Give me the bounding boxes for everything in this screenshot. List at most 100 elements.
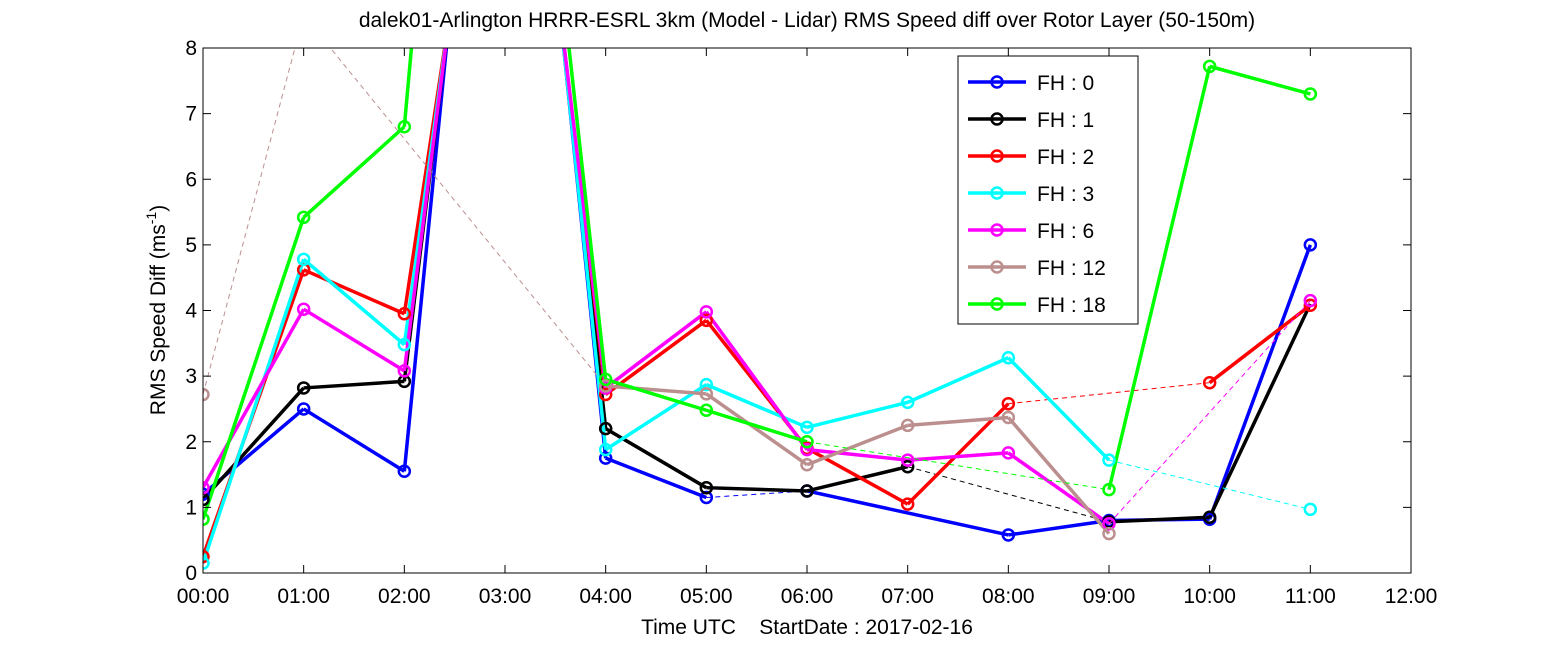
legend-marker-fh-18 (990, 297, 1004, 311)
legend-label-fh-2: FH : 2 (1037, 146, 1094, 169)
series-fh-6-line-segment (806, 447, 908, 462)
x-tick-label: 03:00 (479, 585, 532, 608)
series-fh-0-line-segment (605, 456, 707, 500)
series-fh-0-point (598, 451, 613, 465)
series-fh-1-line-segment (203, 386, 305, 501)
series-fh-18-line-segment (402, 48, 414, 127)
series-fh-12-line-segment (1007, 416, 1111, 535)
series-fh-1-line-segment (1208, 303, 1312, 518)
x-tick-label: 12:00 (1385, 585, 1438, 608)
series-fh-3-point (1001, 351, 1016, 365)
series-fh-1-point (203, 492, 210, 507)
y-tick-label: 6 (185, 168, 197, 191)
y-tick-label: 0 (185, 562, 197, 585)
series-fh-1-point (598, 421, 613, 436)
series-fh-3-point (1102, 453, 1116, 467)
series-fh-3-point (699, 377, 714, 392)
series-fh-3-point (203, 556, 210, 570)
y-tick-label: 8 (185, 37, 197, 60)
legend-marker-fh-0 (990, 75, 1004, 89)
series-fh-1-line-segment (806, 464, 909, 493)
series-fh-12-point (1102, 526, 1116, 541)
series-fh-0-line-segment (302, 407, 406, 473)
series-fh-0-line-segment (402, 48, 449, 472)
series-fh-2-point (900, 497, 915, 511)
series-fh-6-line-segment (402, 48, 448, 372)
plot-area (203, 48, 1411, 573)
series-fh-18-point (397, 120, 412, 134)
legend: FH : 0 FH : 1 FH : 2 FH : 3 FH : 6 FH : 12 FH … (957, 55, 1139, 325)
series-fh-0-line-segment (806, 489, 1009, 537)
series-fh-12-gap-segment (329, 48, 607, 387)
legend-marker-fh-3 (990, 186, 1004, 200)
series-fh-12-line-segment (907, 415, 1009, 428)
y-tick-label: 4 (185, 300, 197, 323)
series-fh-6-point (296, 302, 311, 316)
series-fh-2-point (397, 307, 412, 321)
series-fh-6-line-segment (203, 308, 306, 489)
series-fh-18-line-segment (605, 377, 707, 412)
x-tick-label: 04:00 (579, 585, 632, 608)
y-tick-label: 5 (185, 234, 197, 257)
series-fh-18-point (203, 512, 210, 526)
series-fh-0-line-segment (1008, 518, 1110, 537)
series-fh-6-line-segment (907, 451, 1009, 462)
series-fh-2-line-segment (1208, 303, 1312, 385)
chart-title: dalek01-Arlington HRRR-ESRL 3km (Model -… (359, 9, 1255, 32)
legend-marker-fh-12 (990, 260, 1004, 274)
y-tick-label: 2 (185, 431, 197, 454)
series-fh-2-point (203, 549, 210, 564)
series-fh-2-line-segment (604, 318, 708, 396)
series-fh-18-point (800, 435, 814, 449)
legend-marker-fh-6 (990, 223, 1004, 237)
series-fh-3-point (598, 442, 613, 457)
series-fh-18-point (1303, 87, 1318, 101)
legend-label-fh-1: FH : 1 (1037, 109, 1094, 132)
series-fh-12-line-segment (806, 423, 909, 467)
series-fh-3-line-segment (806, 400, 909, 430)
series-fh-1-line-segment (303, 379, 405, 390)
series-fh-2-gap-segment (1008, 382, 1210, 405)
series-fh-0-point (397, 464, 412, 479)
series-fh-1-point (900, 459, 915, 474)
series-fh-3-line-segment (1007, 356, 1111, 462)
x-tick-label: 05:00 (680, 585, 733, 608)
legend-label-fh-6: FH : 6 (1037, 220, 1094, 243)
series-fh-12-point (1001, 410, 1016, 425)
series-fh-6-line-segment (302, 307, 406, 373)
series-fh-18-line-segment (203, 216, 306, 520)
y-axis-title: RMS Speed Diff (ms-1) (143, 205, 170, 415)
series-fh-18-gap-segment (806, 441, 1110, 491)
series-fh-12-line-segment (705, 392, 809, 467)
series-fh-6-point (397, 364, 412, 378)
x-tick-label: 01:00 (277, 585, 330, 608)
series-fh-18-point (598, 372, 613, 387)
series-fh-18-point (1102, 482, 1116, 497)
series-fh-12-point (699, 387, 714, 401)
legend-marker-fh-2 (990, 149, 1004, 163)
series-fh-3-point (397, 337, 412, 352)
x-tick-label: 11:00 (1285, 585, 1336, 608)
legend-label-fh-3: FH : 3 (1037, 183, 1094, 206)
series-fh-1-gap-segment (907, 466, 1110, 523)
series-fh-1-point (296, 381, 311, 395)
series-fh-6-point (1001, 446, 1016, 460)
series-fh-6-line-segment (704, 310, 809, 451)
x-tick-label: 00:00 (177, 585, 230, 608)
series-fh-3-line-segment (203, 258, 306, 564)
series-fh-6-point (699, 305, 714, 319)
series-fh-18-line-segment (302, 125, 406, 219)
series-fh-2-point (1001, 396, 1016, 411)
series-fh-6-line-segment (604, 310, 708, 390)
series-fh-6-point (800, 442, 814, 457)
x-tick-label: 09:00 (1083, 585, 1136, 608)
series-fh-0-point (1303, 238, 1318, 252)
series-fh-18-line-segment (705, 408, 808, 444)
series-fh-1-point (800, 484, 814, 498)
series-fh-2-point (598, 387, 613, 402)
y-tick-label: 7 (185, 103, 197, 126)
y-tick-label: 3 (185, 365, 197, 388)
series-fh-18-point (1202, 59, 1217, 74)
series-fh-12-point (203, 387, 210, 402)
